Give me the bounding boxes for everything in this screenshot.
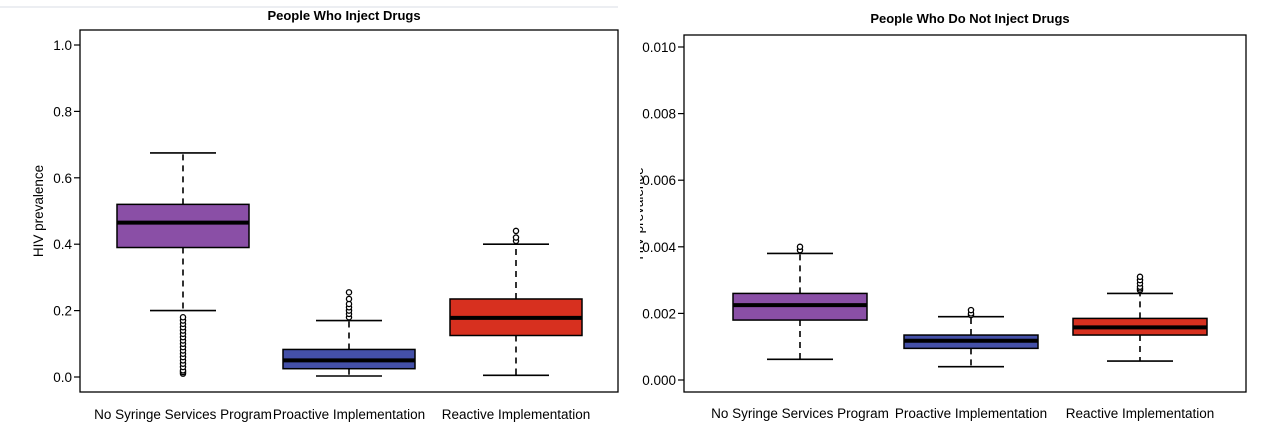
boxplot-noninject: People Who Do Not Inject Drugs 0.000 0.002… <box>640 11 1247 421</box>
box-3 <box>449 227 583 377</box>
box-3 <box>1072 273 1208 362</box>
plot-frame <box>683 34 1247 393</box>
y-tick-label: 0.010 <box>642 40 676 55</box>
chart-title: People Who Inject Drugs <box>267 8 420 23</box>
chart-panel-noninject: People Who Do Not Inject Drugs 0.000 0.002… <box>640 0 1280 427</box>
y-tick-label: 0.6 <box>53 171 72 186</box>
outlier-point <box>512 227 520 235</box>
box-2 <box>282 289 416 377</box>
y-tick-label: 1.0 <box>53 38 72 53</box>
y-tick-label: 0.000 <box>642 373 676 388</box>
y-tick-label: 0.006 <box>642 173 676 188</box>
box-1 <box>732 243 868 361</box>
y-tick-label: 0.8 <box>53 104 72 119</box>
y-tick-label: 0.008 <box>642 107 676 122</box>
x-category-label: No Syringe Services Program <box>94 407 272 422</box>
x-category-label: No Syringe Services Program <box>711 406 889 421</box>
box-1 <box>116 152 250 377</box>
outlier-point <box>967 306 975 314</box>
x-category-label: Reactive Implementation <box>1066 406 1215 421</box>
y-tick-label: 0.0 <box>53 370 72 385</box>
outlier-point <box>179 313 187 321</box>
plot-frame <box>79 29 619 393</box>
boxplot-inject: People Who Inject Drugs 0.0 0.2 0.4 0.6 0.8 1.… <box>0 6 619 422</box>
outlier-point <box>512 234 520 241</box>
chart-title: People Who Do Not Inject Drugs <box>870 11 1069 26</box>
outlier-point <box>796 243 804 251</box>
outlier-point <box>1136 273 1144 281</box>
y-tick-label: 0.2 <box>53 304 72 319</box>
outlier-point <box>345 289 353 296</box>
y-tick-label: 0.002 <box>642 306 676 321</box>
y-tick-label: 0.4 <box>53 237 72 252</box>
x-category-label: Reactive Implementation <box>442 407 591 422</box>
iqr-box <box>116 203 250 249</box>
y-axis-title: HIV prevalence <box>640 167 646 259</box>
y-tick-label: 0.004 <box>642 240 676 255</box>
outlier-point <box>345 295 353 303</box>
y-axis-title: HIV prevalence <box>31 165 46 257</box>
chart-panel-inject: People Who Inject Drugs 0.0 0.2 0.4 0.6 0.8 1.… <box>0 6 619 422</box>
x-category-label: Proactive Implementation <box>273 407 425 422</box>
x-category-label: Proactive Implementation <box>895 406 1047 421</box>
box-2 <box>903 306 1039 368</box>
